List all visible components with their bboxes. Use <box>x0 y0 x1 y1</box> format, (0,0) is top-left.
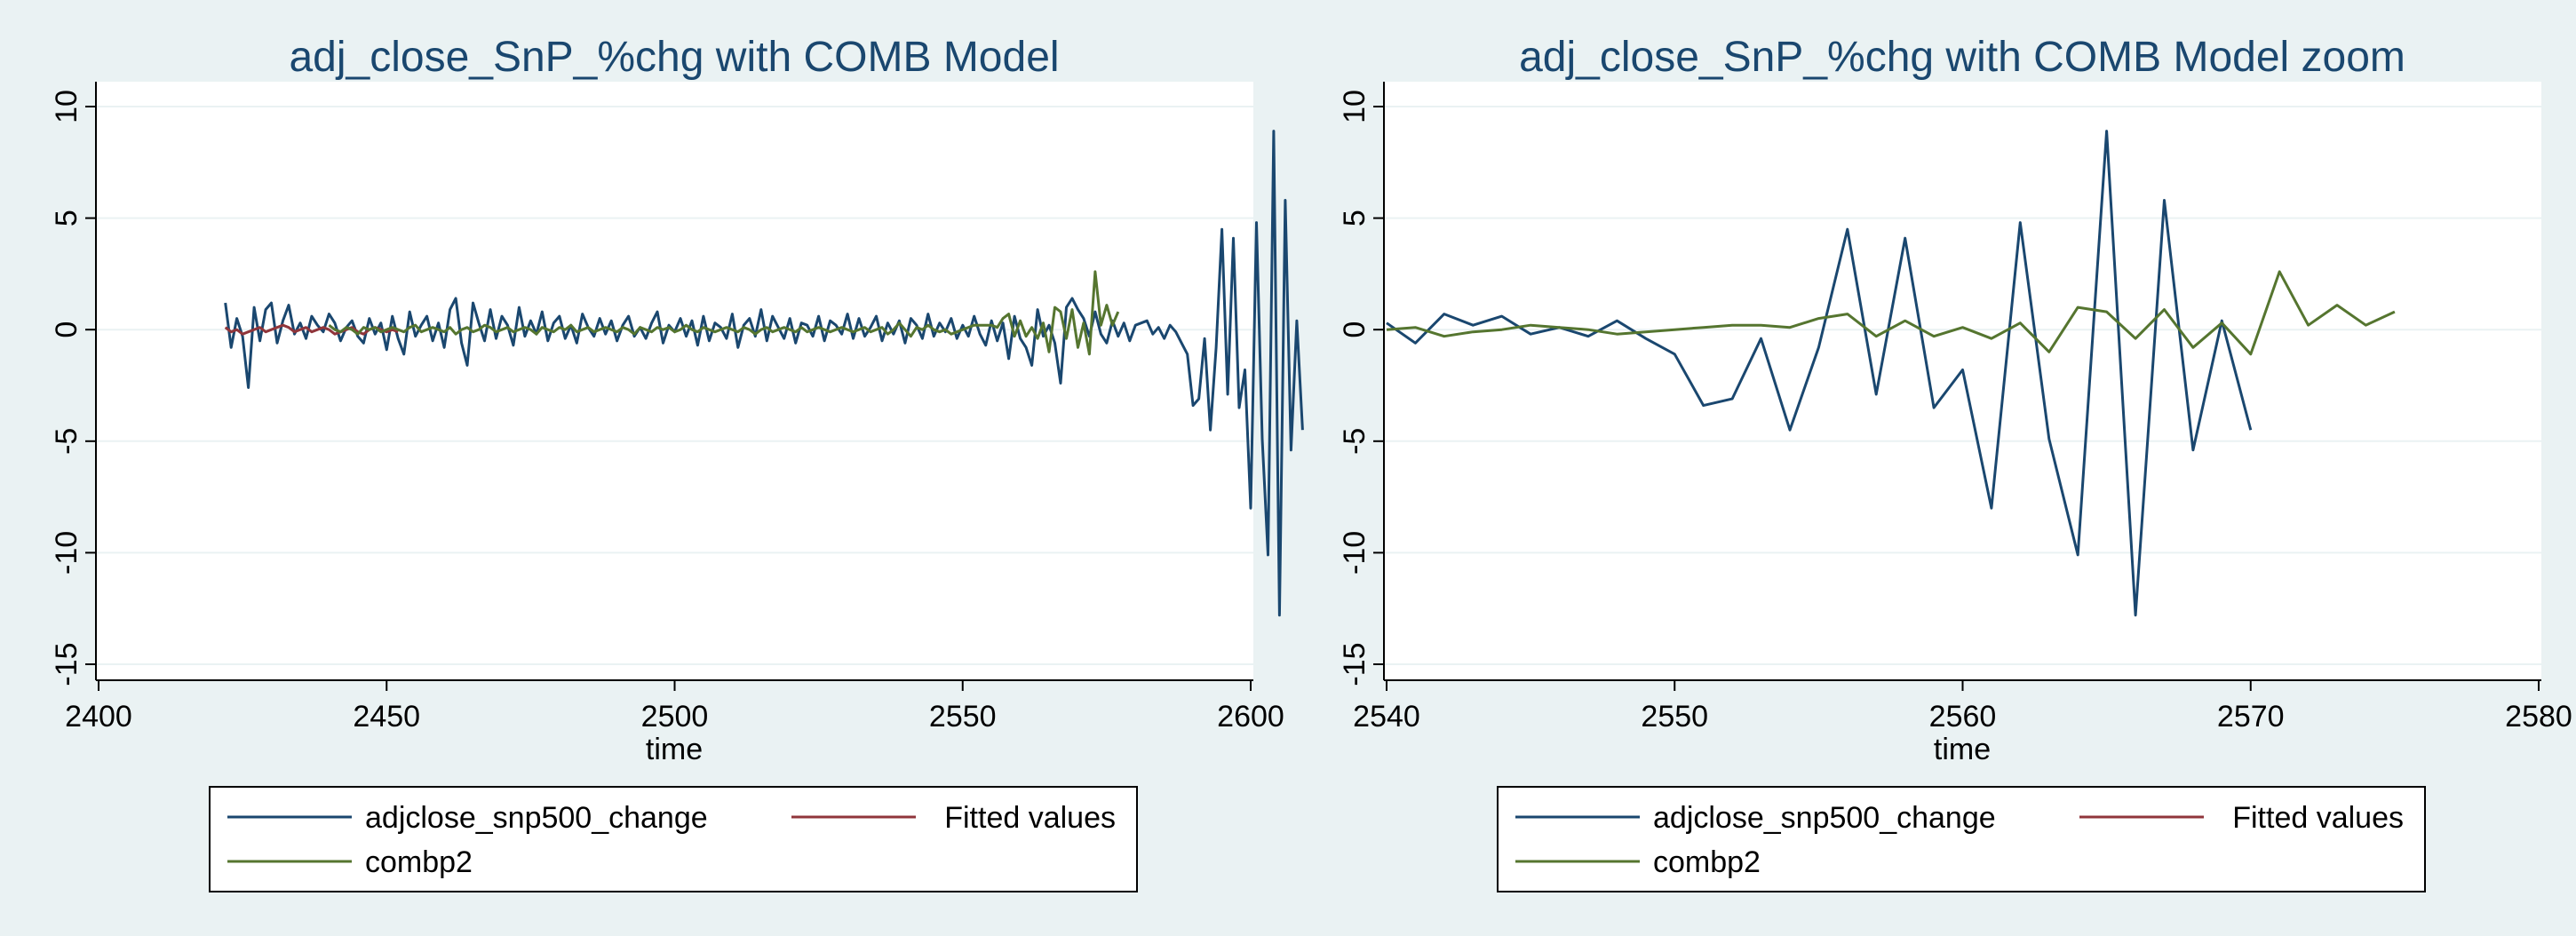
x-tick-label: 2580 <box>2505 700 2572 734</box>
x-tick-label: 2400 <box>65 700 132 734</box>
y-tick-label: 5 <box>50 210 83 226</box>
chart-panel-1: -15 -10 -5 0 5 10 2400 2450 2500 2550 2600 adj_clos… <box>50 34 1304 892</box>
x-tick-label: 2450 <box>353 700 420 734</box>
legend-label-combp2: combp2 <box>1653 845 1761 879</box>
x-tick-label: 2500 <box>641 700 709 734</box>
series-line-combp2 <box>328 270 1120 356</box>
legend: adjclose_snp500_change Fitted values combp… <box>1497 786 2426 892</box>
legend-label-combp2: combp2 <box>365 845 473 879</box>
series-line-adjclose-snp500-change <box>224 130 1304 617</box>
y-tick-label: 5 <box>1338 210 1371 226</box>
x-tick-label: 2560 <box>1929 700 1997 734</box>
chart-title: adj_close_SnP_%chg with COMB Model <box>289 34 1059 81</box>
legend-label-adjclose-snp500-change: adjclose_snp500_change <box>365 801 708 835</box>
x-axis-label: time <box>646 733 703 766</box>
y-tick-label: 0 <box>1338 321 1371 338</box>
x-axis-label: time <box>1934 733 1991 766</box>
plot-region <box>1384 82 2541 680</box>
x-tick-label: 2570 <box>2217 700 2285 734</box>
y-tick-label: -15 <box>50 642 83 686</box>
chart-panel-2: -15 -10 -5 0 5 10 2540 2550 2560 2570 2580 adj_clos… <box>1338 34 2572 892</box>
y-tick-label: 10 <box>50 90 83 123</box>
chart-title: adj_close_SnP_%chg with COMB Model zoom <box>1519 34 2405 81</box>
x-tick-label: 2550 <box>1641 700 1708 734</box>
y-tick-label: 10 <box>1338 90 1371 123</box>
x-tick-label: 2550 <box>929 700 997 734</box>
y-tick-label: -15 <box>1338 642 1371 686</box>
series-line-combp2 <box>1386 270 2396 356</box>
series-line-adjclose-snp500-change <box>1386 130 2253 617</box>
y-tick-label: -5 <box>1338 428 1371 455</box>
x-tick-label: 2600 <box>1217 700 1284 734</box>
y-tick-label: -5 <box>50 428 83 455</box>
legend-box <box>209 786 1138 892</box>
legend-label-fitted-values: Fitted values <box>2232 801 2404 835</box>
legend-box <box>1497 786 2426 892</box>
y-tick-label: 0 <box>50 321 83 338</box>
y-tick-label: -10 <box>50 531 83 575</box>
legend-label-adjclose-snp500-change: adjclose_snp500_change <box>1653 801 1996 835</box>
legend-label-fitted-values: Fitted values <box>944 801 1116 835</box>
plot-region <box>96 82 1253 680</box>
legend: adjclose_snp500_change Fitted values combp… <box>209 786 1138 892</box>
x-tick-label: 2540 <box>1353 700 1420 734</box>
y-tick-label: -10 <box>1338 531 1371 575</box>
